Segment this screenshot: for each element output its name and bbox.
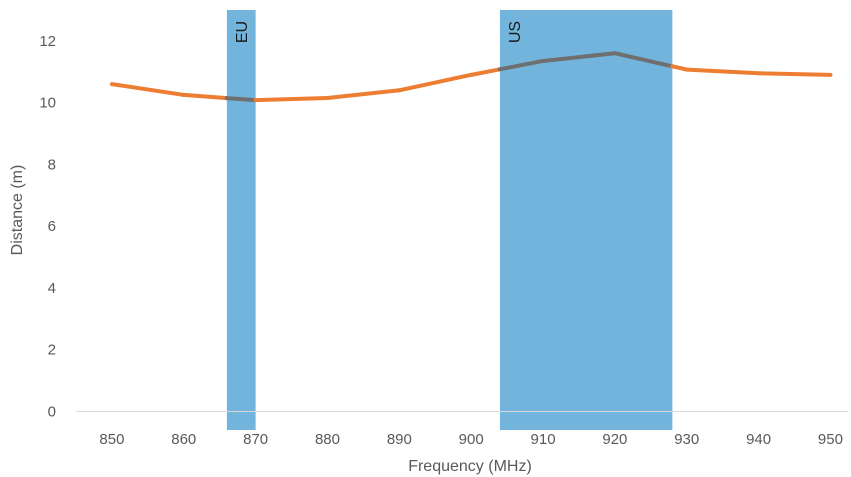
x-tick-label: 850 [99, 431, 124, 448]
x-tick-label: 880 [315, 431, 340, 448]
y-tick-label: 8 [48, 156, 56, 173]
x-tick-label: 920 [602, 431, 627, 448]
band-eu [226, 10, 256, 430]
series-segment [670, 64, 689, 72]
x-tick-labels: 850 860 870 880 890 900 910 920 930 940 950 [99, 431, 843, 448]
x-tick-label: 930 [674, 431, 699, 448]
series-segment [612, 51, 675, 69]
x-tick-label: 890 [387, 431, 412, 448]
x-tick-label: 940 [746, 431, 771, 448]
series-segment [253, 96, 330, 103]
x-tick-label: 910 [531, 431, 556, 448]
band-us [499, 10, 673, 430]
series-segment [497, 58, 546, 72]
band-label-us: US [507, 21, 524, 43]
series-lines [109, 51, 833, 103]
series-segment [109, 82, 186, 97]
band-labels: EU US [234, 21, 524, 43]
band-label-eu: EU [234, 21, 251, 43]
y-tick-label: 6 [48, 218, 56, 235]
y-tick-label: 10 [39, 95, 56, 112]
y-tick-label: 2 [48, 342, 56, 359]
y-tick-label: 0 [48, 403, 56, 420]
series-segment [469, 67, 502, 77]
x-tick-label: 900 [459, 431, 484, 448]
x-tick-label: 870 [243, 431, 268, 448]
series-segment [756, 71, 833, 77]
y-axis-title: Distance (m) [9, 165, 26, 256]
series-segment [181, 92, 229, 101]
y-tick-label: 4 [48, 280, 56, 297]
x-tick-label: 950 [818, 431, 843, 448]
series-segment [541, 51, 617, 63]
series-segment [224, 96, 258, 103]
frequency-bands [226, 10, 673, 430]
y-tick-label: 12 [39, 33, 56, 50]
x-axis-title: Frequency (MHz) [408, 458, 532, 475]
series-segment [325, 88, 402, 101]
x-tick-label: 860 [171, 431, 196, 448]
series-segment [684, 67, 761, 76]
y-tick-labels: 0 2 4 6 8 10 12 [39, 33, 56, 421]
series-segment [397, 72, 474, 93]
